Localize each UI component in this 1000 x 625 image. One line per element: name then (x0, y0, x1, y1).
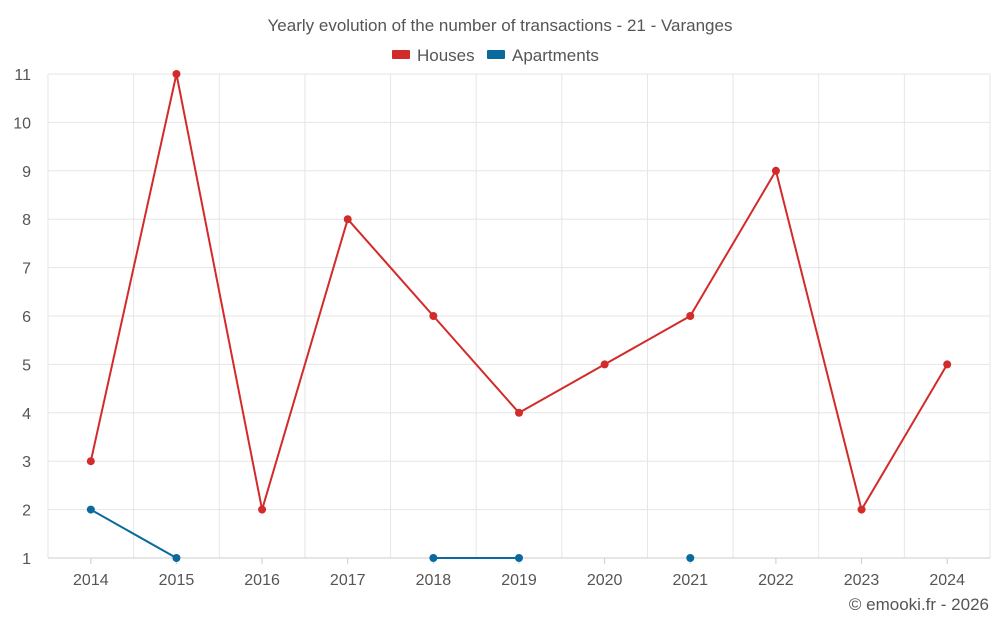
data-point-apartments-2021[interactable] (686, 554, 695, 562)
data-point-apartments-2015[interactable] (172, 554, 181, 562)
x-tick-label: 2021 (672, 572, 708, 589)
x-tick-label: 2020 (587, 572, 623, 589)
data-point-houses-2017[interactable] (343, 215, 352, 224)
x-tick-label: 2015 (159, 572, 195, 589)
legend-swatch-houses (392, 50, 410, 59)
y-tick-label: 7 (22, 261, 31, 278)
y-tick-label: 1 (22, 551, 31, 568)
x-tick-label: 2018 (416, 572, 452, 589)
y-tick-label: 3 (22, 454, 31, 471)
x-tick-label: 2014 (73, 572, 109, 589)
series-line-apartments (90, 508, 177, 559)
legend-item-houses[interactable]: Houses (392, 46, 475, 65)
data-point-houses-2019[interactable] (515, 408, 523, 417)
chart-title: Yearly evolution of the number of transa… (268, 16, 733, 35)
y-tick-label: 11 (14, 67, 31, 84)
y-tick-label: 9 (22, 164, 31, 181)
x-tick-label: 2016 (244, 572, 280, 589)
data-point-houses-2022[interactable] (771, 166, 780, 175)
data-point-apartments-2014[interactable] (86, 505, 95, 514)
series-houses (86, 70, 952, 514)
y-tick-label: 2 (22, 503, 31, 520)
series-apartments (86, 505, 695, 562)
y-tick-label: 4 (22, 406, 31, 423)
data-point-houses-2020[interactable] (600, 360, 609, 369)
data-point-houses-2014[interactable] (86, 457, 95, 466)
data-point-houses-2023[interactable] (857, 505, 866, 514)
grid (47, 73, 991, 558)
legend-label-houses: Houses (417, 46, 475, 65)
legend-label-apartments: Apartments (512, 46, 599, 65)
data-point-houses-2016[interactable] (258, 505, 267, 514)
series-group (86, 70, 952, 562)
x-tick-label: 2024 (929, 572, 965, 589)
data-point-apartments-2019[interactable] (515, 554, 523, 562)
x-tick-label: 2017 (330, 572, 366, 589)
y-tick-label: 8 (22, 212, 31, 229)
data-point-houses-2024[interactable] (943, 360, 952, 369)
legend: Houses Apartments (392, 46, 599, 65)
y-tick-label: 10 (13, 115, 31, 132)
data-point-houses-2021[interactable] (686, 312, 695, 320)
x-tick-label: 2019 (501, 572, 537, 589)
copyright-credit: © emooki.fr - 2026 (849, 595, 989, 614)
y-tick-label: 5 (22, 357, 31, 374)
data-point-houses-2018[interactable] (429, 312, 438, 320)
x-tick-label: 2023 (844, 572, 880, 589)
data-point-apartments-2018[interactable] (429, 554, 438, 562)
legend-item-apartments[interactable]: Apartments (487, 46, 599, 65)
y-tick-label: 6 (22, 309, 31, 326)
x-tick-label: 2022 (758, 572, 794, 589)
data-point-houses-2015[interactable] (172, 70, 181, 78)
legend-swatch-apartments (487, 50, 505, 59)
